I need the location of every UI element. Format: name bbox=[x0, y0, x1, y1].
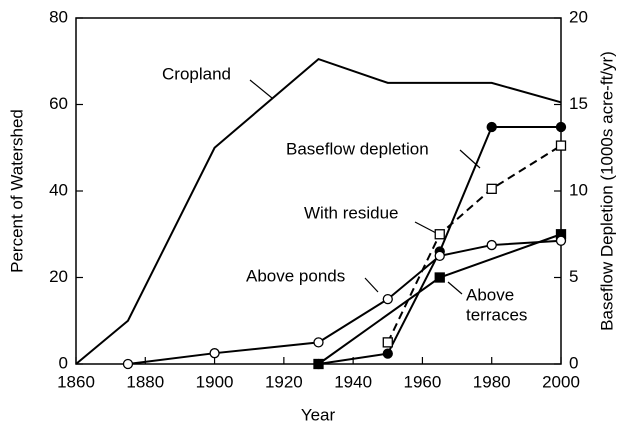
annotation: Baseflow depletion bbox=[286, 139, 429, 158]
y2-axis-label: Baseflow Depletion (1000s acre-ft/yr) bbox=[597, 51, 616, 331]
marker bbox=[434, 229, 445, 240]
x-tick-label: 1900 bbox=[196, 372, 234, 391]
x-tick-label: 1860 bbox=[57, 372, 95, 391]
y-tick-label: 60 bbox=[49, 94, 68, 113]
marker bbox=[209, 348, 220, 359]
y2-tick-label: 0 bbox=[569, 353, 578, 372]
marker bbox=[486, 239, 497, 251]
y2-tick-label: 10 bbox=[569, 180, 588, 199]
x-tick-label: 1980 bbox=[473, 372, 511, 391]
leader-lines bbox=[249, 79, 481, 295]
leader-line bbox=[459, 149, 481, 169]
marker bbox=[382, 293, 393, 305]
leader-line bbox=[249, 79, 273, 99]
series-line bbox=[75, 57, 562, 365]
marker bbox=[555, 235, 567, 246]
leader-line bbox=[447, 281, 463, 295]
x-tick-label: 1940 bbox=[334, 372, 372, 391]
x-tick-label: 1920 bbox=[265, 372, 303, 391]
marker bbox=[434, 250, 445, 262]
annotation: Above bbox=[466, 285, 514, 304]
marker bbox=[486, 183, 497, 194]
x-axis-label: Year bbox=[301, 405, 336, 424]
y-axis-label: Percent of Watershed bbox=[7, 109, 26, 273]
series-line bbox=[386, 144, 562, 343]
y-tick-label: 80 bbox=[49, 7, 68, 26]
marker bbox=[313, 337, 324, 348]
y-tick-label: 20 bbox=[49, 267, 68, 286]
y2-tick-label: 5 bbox=[569, 267, 578, 286]
marker bbox=[555, 121, 567, 133]
x-tick-label: 1960 bbox=[404, 372, 442, 391]
annotation: terraces bbox=[466, 305, 527, 324]
annotation: With residue bbox=[304, 203, 398, 222]
series-line bbox=[318, 125, 561, 365]
marker bbox=[313, 358, 324, 370]
annotation: Cropland bbox=[162, 64, 231, 83]
y-tick-label: 40 bbox=[49, 180, 68, 199]
marker bbox=[555, 140, 567, 151]
y2-tick-label: 20 bbox=[569, 7, 588, 26]
annotation: Above ponds bbox=[246, 266, 345, 285]
marker bbox=[486, 121, 497, 133]
leader-line bbox=[414, 221, 439, 235]
marker bbox=[434, 272, 445, 283]
marker bbox=[382, 348, 393, 359]
y2-tick-label: 15 bbox=[569, 94, 588, 113]
x-tick-label: 1880 bbox=[126, 372, 164, 391]
marker bbox=[382, 337, 393, 348]
marker bbox=[122, 358, 134, 370]
leader-line bbox=[364, 277, 379, 293]
y-tick-label: 0 bbox=[59, 353, 68, 372]
x-tick-label: 2000 bbox=[542, 372, 580, 391]
